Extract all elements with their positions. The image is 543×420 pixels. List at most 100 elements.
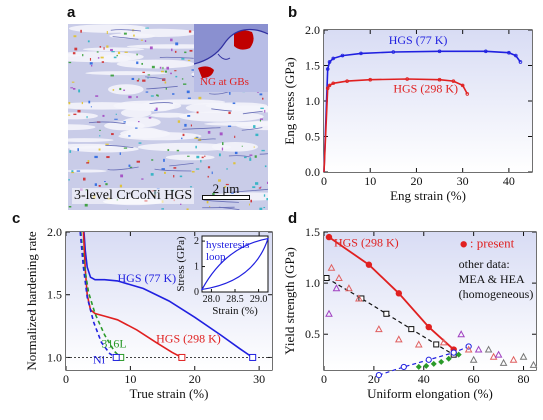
c-inset-xtick-label: 28.5 (226, 294, 244, 305)
d-point (445, 355, 452, 362)
b-ylabel: Eng stress (GPa) (282, 57, 297, 144)
d-point (450, 349, 457, 356)
b-series-point (327, 60, 332, 64)
d-point (395, 290, 403, 297)
inset-ng-label: NG at GBs (200, 76, 249, 88)
c-inset-xtick-label: 28.0 (203, 294, 221, 305)
d-point (489, 352, 498, 360)
b-series-point (465, 92, 470, 96)
d-series-line-1 (326, 277, 455, 356)
d-legend-other-0: other data: (459, 257, 510, 271)
c-series-name-3: Ni (93, 353, 106, 367)
d-point (425, 356, 432, 363)
d-point (509, 355, 518, 363)
c-inset-xlabel: Strain (%) (212, 305, 258, 317)
d-annotation: HGS (298 K) (334, 235, 399, 249)
b-series-name-0: HGS (77 K) (389, 33, 448, 47)
d-xtick-label: 80 (518, 372, 530, 386)
c-xlabel: True strain (%) (130, 386, 209, 401)
c-xtick-label: 20 (189, 372, 201, 386)
b-xtick-label: 20 (410, 174, 422, 188)
d-point (457, 330, 466, 338)
c-xtick-label: 30 (253, 372, 265, 386)
d-point (484, 345, 493, 353)
d-point (430, 360, 437, 367)
d-point (439, 338, 448, 346)
panel-label-c: c (12, 210, 21, 227)
b-series-point (391, 50, 396, 54)
b-series-point (514, 53, 518, 58)
d-point (464, 345, 473, 353)
inset-ng-image (193, 24, 268, 92)
d-xlabel: Uniform elongation (%) (367, 386, 493, 401)
d-point (332, 284, 341, 292)
d-point (499, 358, 508, 366)
c-inset-ytick-label: 1 (194, 262, 199, 273)
b-ytick-label: 1.5 (305, 59, 320, 73)
micrograph-panel: 3-level CrCoNi HGS 2 μm NG at GBs (68, 24, 268, 210)
d-point (400, 363, 407, 371)
scalebar-label: 2 μm (212, 181, 240, 196)
d-point (414, 340, 423, 348)
d-ytick-label: 1.5 (305, 225, 320, 239)
b-series-point (359, 51, 363, 56)
d-point (345, 284, 353, 292)
d-point (355, 294, 363, 302)
b-ytick-label: 2.0 (305, 23, 320, 37)
c-inset-xtick-label: 29.0 (250, 294, 268, 305)
d-point (494, 350, 503, 358)
d-point (519, 352, 528, 360)
panel-label-a: a (67, 4, 76, 21)
micrograph-caption: 3-level CrCoNi HGS (72, 188, 195, 204)
b-series-point (331, 56, 336, 61)
c-xtick-label: 0 (63, 372, 69, 386)
b-series-name-1: HGS (298 K) (393, 81, 458, 95)
b-xtick-label: 40 (503, 174, 515, 188)
d-legend-present-marker (460, 241, 467, 248)
d-ytick-label: 0.5 (305, 327, 320, 341)
d-point (455, 351, 462, 358)
b-series-point (460, 83, 465, 88)
c-series-endpoint (249, 353, 257, 361)
b-series-point (437, 49, 442, 54)
b-series-point (405, 77, 409, 81)
c-series-line-3 (79, 231, 117, 359)
d-point (365, 261, 373, 268)
c-xtick-label: 10 (124, 372, 136, 386)
c-inset-ytick-label: 2 (194, 236, 199, 247)
d-legend-other-2: (homogeneous) (459, 287, 534, 301)
c-ylabel: Normalized hardening rate (24, 231, 39, 371)
d-ytick-label: 1.0 (305, 276, 320, 290)
scalebar: 2 μm (202, 182, 250, 200)
c-series-name-0: HGS (77 K) (118, 271, 177, 285)
d-point (423, 362, 430, 369)
d-legend-other-1: MEA & HEA (459, 272, 525, 286)
d-xtick-label: 40 (418, 372, 430, 386)
d-point (474, 345, 483, 353)
c-ytick-label: 1.5 (47, 288, 62, 302)
d-point (433, 341, 440, 348)
c-inset-frame (201, 235, 269, 293)
d-point (375, 325, 383, 333)
c-ytick-label: 2.0 (47, 225, 62, 239)
b-xtick-label: 0 (321, 174, 327, 188)
d-point (383, 310, 390, 317)
c-inset-hysteresis-loop (200, 237, 269, 291)
b-xlabel: Eng strain (%) (390, 188, 466, 203)
b-series-point (340, 53, 345, 58)
b-xtick-label: 10 (364, 174, 376, 188)
c-inset-ylabel: Stress (GPa) (175, 236, 187, 292)
d-point (529, 360, 538, 368)
c-series-name-2: 316L (101, 336, 126, 350)
d-point (469, 355, 478, 363)
c-inset-label: hysteresis (206, 239, 249, 251)
c-ytick-label: 1.0 (47, 350, 62, 364)
c-series-endpoint (178, 353, 186, 361)
c-series-line-1 (82, 231, 183, 359)
d-point (415, 363, 422, 370)
c-inset-ytick-label: 0 (194, 287, 199, 298)
chart-b: 0 10 20 30 40 0.0 0.5 1.0 1.5 2.0 Eng strain (%) En… (282, 23, 533, 203)
b-series-point (368, 77, 373, 82)
